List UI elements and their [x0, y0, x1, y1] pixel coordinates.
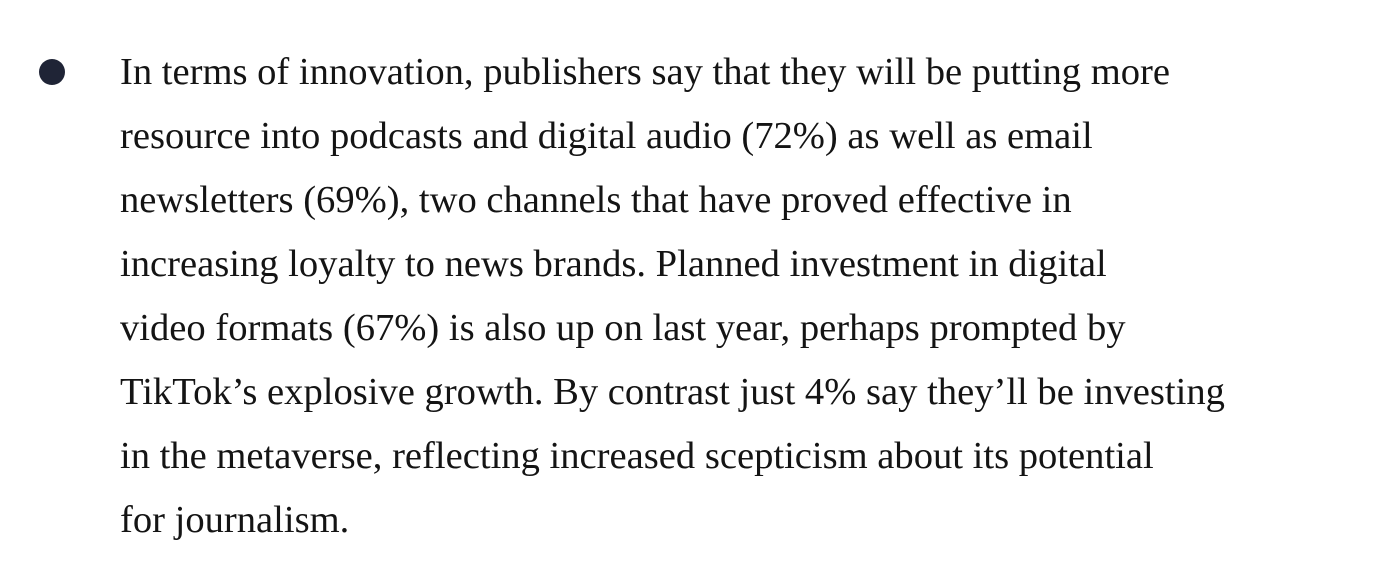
text-line: increasing loyalty to news brands. Plann…: [120, 243, 1107, 285]
text-line: In terms of innovation, publishers say t…: [120, 51, 1171, 93]
list-item-text: In terms of innovation, publishers say t…: [120, 40, 1390, 552]
text-line: in the metaverse, reflecting increased s…: [120, 435, 1154, 477]
text-line: resource into podcasts and digital audio…: [120, 115, 1093, 157]
text-line: for journalism.: [120, 499, 350, 541]
text-line: newsletters (69%), two channels that hav…: [120, 179, 1072, 221]
bullet-icon: [39, 59, 65, 85]
text-line: video formats (67%) is also up on last y…: [120, 307, 1126, 349]
text-line: TikTok’s explosive growth. By contrast j…: [120, 371, 1225, 413]
